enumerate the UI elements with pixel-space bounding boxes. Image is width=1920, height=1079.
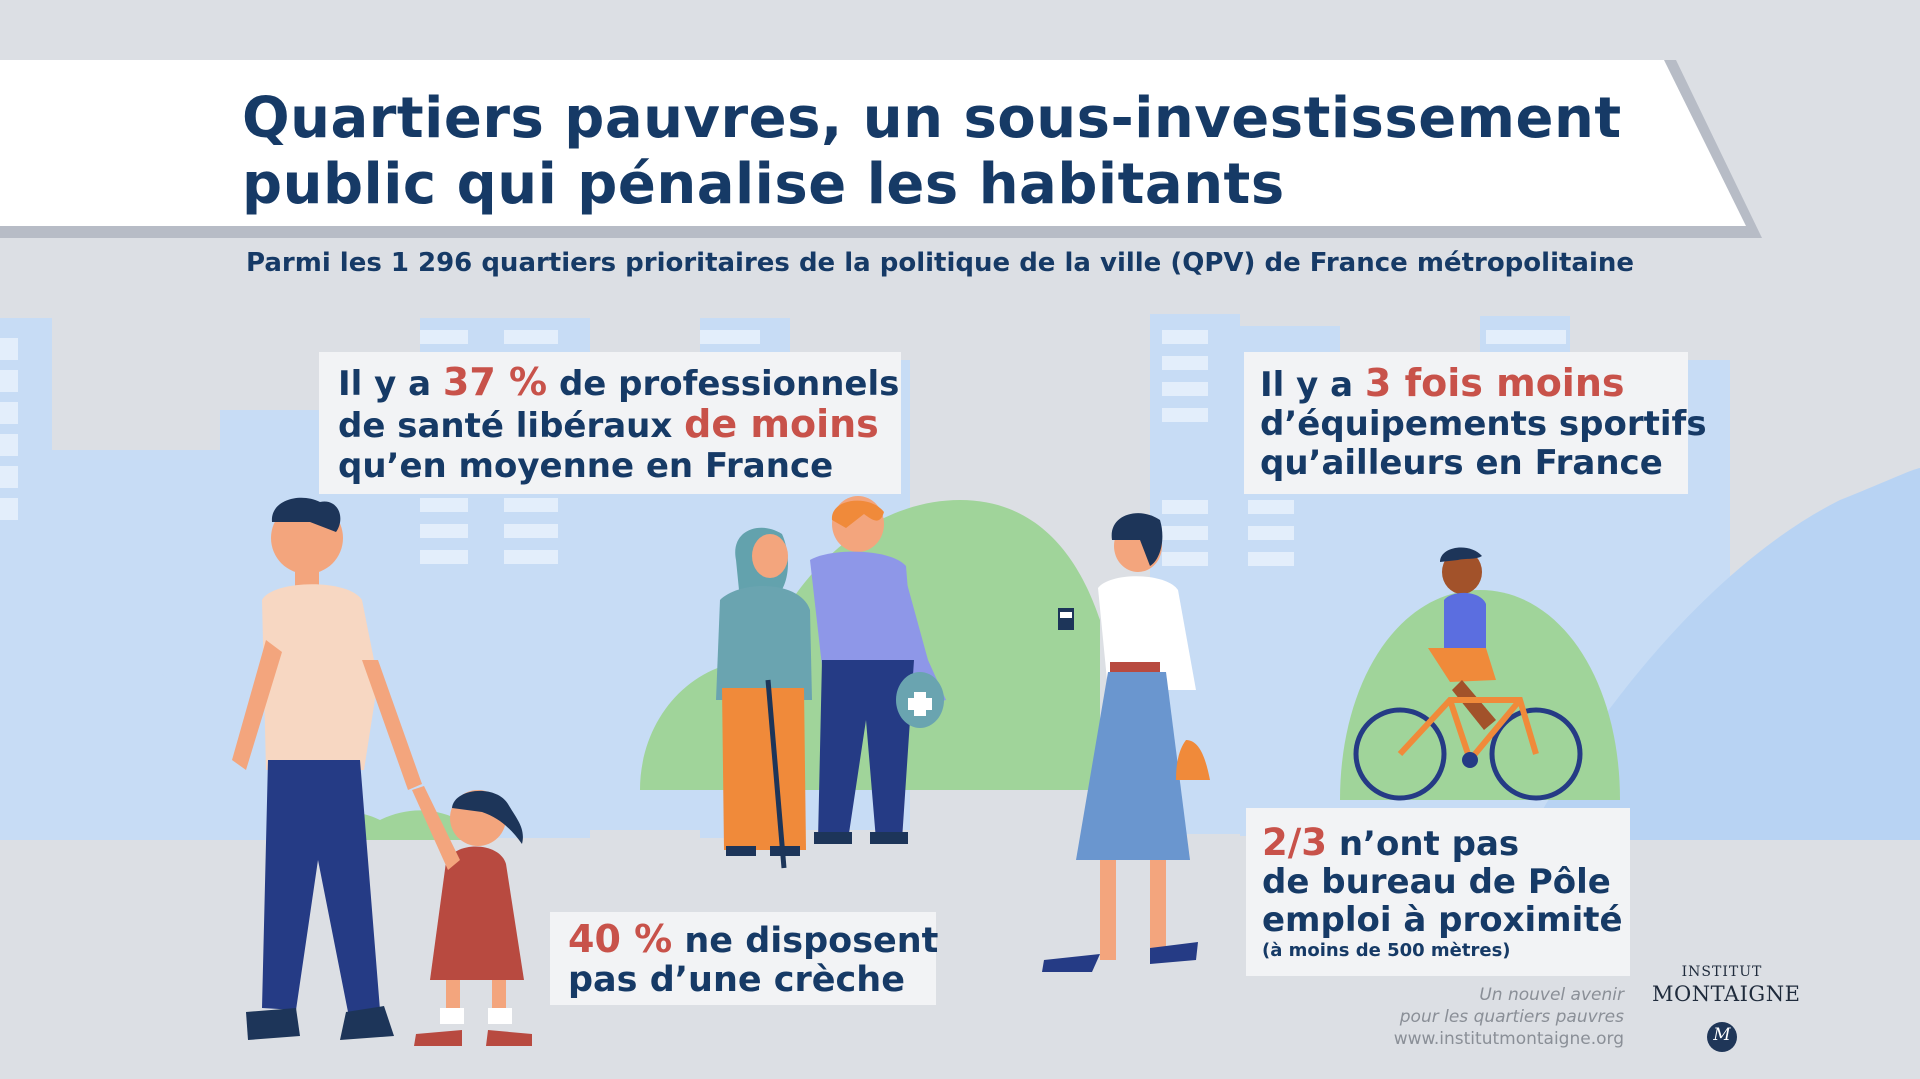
logo-line-2: MONTAIGNE bbox=[1652, 982, 1801, 1006]
health-line-3: qu’en moyenne en France bbox=[338, 446, 834, 486]
creche-line-2: pas d’une crèche bbox=[568, 960, 905, 1000]
sports-equipment-card: Il y a 3 fois moins d’équipements sporti… bbox=[1244, 352, 1707, 494]
source-line-1: Un nouvel avenir bbox=[1479, 985, 1624, 1005]
woman-coffee-figure bbox=[1042, 513, 1210, 972]
title-block: Quartiers pauvres, un sous-investissemen… bbox=[242, 86, 1662, 218]
pole-emploi-line-1: 2/3 n’ont pas bbox=[1262, 821, 1520, 864]
source-url-link[interactable]: www.institutmontaigne.org bbox=[1393, 1029, 1624, 1049]
source-credit: Un nouvel avenir pour les quartiers pauv… bbox=[1394, 984, 1624, 1050]
man-purple-figure bbox=[810, 496, 946, 844]
sports-line-2: d’équipements sportifs bbox=[1260, 404, 1707, 444]
logo-line-1: INSTITUT bbox=[1681, 964, 1763, 980]
cyclist-figure bbox=[1353, 547, 1583, 801]
sports-highlight: 3 fois moins bbox=[1364, 361, 1625, 405]
health-professionals-card: Il y a 37 % de professionnels de santé l… bbox=[319, 352, 901, 494]
pole-emploi-line-2: de bureau de Pôle bbox=[1262, 862, 1611, 902]
creche-card: 40 % ne disposent pas d’une crèche bbox=[550, 912, 939, 1005]
father-figure bbox=[232, 497, 422, 1040]
elderly-woman-figure bbox=[716, 527, 812, 869]
page-title-line-1: Quartiers pauvres, un sous-investissemen… bbox=[242, 86, 1622, 151]
pole-emploi-line-3: emploi à proximité bbox=[1262, 900, 1623, 940]
health-value: 37 % bbox=[442, 360, 548, 404]
child-figure bbox=[412, 786, 532, 1046]
creche-value: 40 % bbox=[568, 917, 673, 961]
health-highlight: de moins bbox=[684, 402, 879, 446]
sports-line-1: Il y a 3 fois moins bbox=[1260, 361, 1625, 405]
subtitle: Parmi les 1 296 quartiers prioritaires d… bbox=[246, 248, 1635, 278]
sports-line-3: qu’ailleurs en France bbox=[1260, 443, 1663, 483]
health-line-2: de santé libéraux de moins bbox=[338, 402, 879, 446]
creche-line-1: 40 % ne disposent bbox=[568, 917, 939, 961]
blue-hill-right bbox=[1520, 468, 1920, 850]
page-title-line-2: public qui pénalise les habitants bbox=[242, 152, 1285, 217]
title-banner bbox=[0, 60, 1746, 226]
pole-emploi-note: (à moins de 500 mètres) bbox=[1262, 940, 1511, 961]
source-line-2: pour les quartiers pauvres bbox=[1399, 1007, 1624, 1027]
health-line-1: Il y a 37 % de professionnels bbox=[338, 360, 900, 404]
pole-emploi-value: 2/3 bbox=[1262, 821, 1328, 864]
institut-montaigne-logo: INSTITUT MONTAIGNE M bbox=[1652, 964, 1801, 1052]
bicycle-icon bbox=[1353, 707, 1447, 801]
pole-emploi-card: 2/3 n’ont pas de bureau de Pôle emploi à… bbox=[1246, 808, 1630, 976]
institut-montaigne-seal-icon: M bbox=[1707, 1022, 1737, 1052]
